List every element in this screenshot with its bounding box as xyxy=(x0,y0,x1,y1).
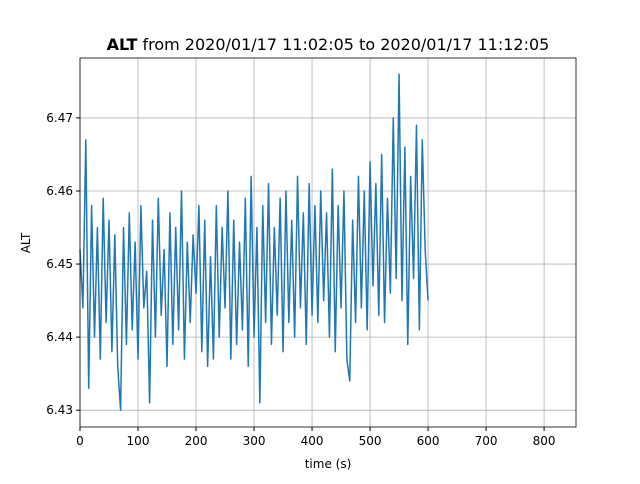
data-line xyxy=(79,73,429,411)
y-tick-label: 6.45 xyxy=(46,257,73,271)
y-tick-label: 6.43 xyxy=(46,403,73,417)
title-text: from 2020/01/17 11:02:05 to 2020/01/17 1… xyxy=(142,35,549,54)
y-tick-label: 6.46 xyxy=(46,184,73,198)
x-tick-label: 400 xyxy=(301,434,324,448)
x-tick-label: 800 xyxy=(533,434,556,448)
y-tick-label: 6.47 xyxy=(46,111,73,125)
x-tick-label: 500 xyxy=(359,434,382,448)
x-tick-label: 300 xyxy=(243,434,266,448)
plot-frame xyxy=(79,57,577,428)
y-tick-label: 6.44 xyxy=(46,330,73,344)
x-axis-label: time (s) xyxy=(305,457,352,471)
x-tick-label: 0 xyxy=(76,434,84,448)
title-bold: ALT xyxy=(107,35,138,54)
y-axis-label: ALT xyxy=(19,232,33,253)
chart-title: ALT from 2020/01/17 11:02:05 to 2020/01/1… xyxy=(107,35,550,54)
x-tick-label: 600 xyxy=(417,434,440,448)
x-tick-label: 200 xyxy=(185,434,208,448)
x-tick-label: 700 xyxy=(475,434,498,448)
x-tick-label: 100 xyxy=(127,434,150,448)
